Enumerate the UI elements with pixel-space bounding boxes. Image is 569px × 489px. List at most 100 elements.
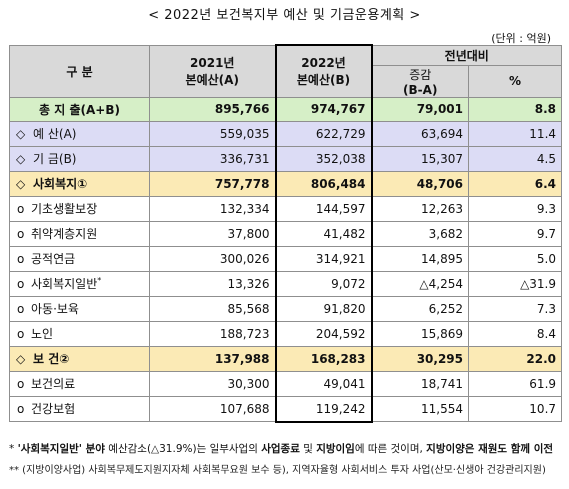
value-pct: 9.3 bbox=[467, 195, 563, 222]
table-row: o 공적연금 300,026 314,921 14,895 5.0 bbox=[9, 245, 563, 272]
value-diff: 14,895 bbox=[371, 245, 469, 272]
page-title: < 2022년 보건복지부 예산 및 기금운용계획 > bbox=[148, 8, 421, 23]
value-diff: △4,254 bbox=[371, 270, 469, 297]
header-diff-sub: (B-A) bbox=[403, 82, 438, 97]
table-row: o 사회복지일반* 13,326 9,072 △4,254 △31.9 bbox=[9, 270, 563, 297]
bullet-icon: o bbox=[17, 227, 25, 241]
value-pct: 7.3 bbox=[467, 295, 563, 322]
footnote-1-tail: 에 따른 것이며, bbox=[354, 443, 427, 455]
value-diff: 12,263 bbox=[371, 195, 469, 222]
value-pct: 8.4 bbox=[467, 320, 563, 347]
row-label-text: 예 산(A) bbox=[33, 127, 77, 141]
diamond-icon: ◇ bbox=[16, 177, 26, 191]
header-2022-sub: 본예산(B) bbox=[296, 73, 351, 88]
unit-label: (단위 : 억원) bbox=[491, 32, 551, 45]
footnote-1-bold2: 지방이임 bbox=[316, 443, 355, 455]
row-label: o 공적연금 bbox=[9, 245, 150, 272]
value-diff: 6,252 bbox=[371, 295, 469, 322]
row-label: 총 지 출(A+B) bbox=[9, 96, 150, 122]
header-yoy: 전년대비 bbox=[370, 44, 563, 66]
table-row: ◇ 예 산(A) 559,035 622,729 63,694 11.4 bbox=[9, 120, 563, 147]
value-diff: 63,694 bbox=[371, 120, 469, 147]
footnote-1-and: 및 bbox=[299, 443, 317, 455]
row-label: ◇ 보 건② bbox=[9, 345, 150, 372]
value-2021: 13,326 bbox=[149, 270, 276, 297]
value-2022: 49,041 bbox=[274, 370, 373, 397]
value-diff: 3,682 bbox=[371, 220, 469, 247]
budget-table: 구 분 2021년 본예산(A) 2022년 본예산(B) 전년대비 증감 (B… bbox=[9, 44, 563, 423]
value-diff: 79,001 bbox=[371, 96, 469, 122]
value-2021: 336,731 bbox=[149, 145, 276, 172]
footnote-1-bold1: 사업종료 bbox=[261, 443, 300, 455]
row-label-text: 총 지 출(A+B) bbox=[39, 102, 120, 117]
row-label-text: 사회복지① bbox=[33, 177, 88, 191]
table-row: o 취약계층지원 37,800 41,482 3,682 9.7 bbox=[9, 220, 563, 247]
table-row: o 아동·보육 85,568 91,820 6,252 7.3 bbox=[9, 295, 563, 322]
table-row: ◇ 사회복지① 757,778 806,484 48,706 6.4 bbox=[9, 170, 563, 197]
value-2021: 132,334 bbox=[149, 195, 276, 222]
row-label-text: 사회복지일반 bbox=[31, 277, 98, 291]
value-pct: 6.4 bbox=[467, 170, 563, 197]
diamond-icon: ◇ bbox=[16, 127, 26, 141]
row-label-text: 노인 bbox=[31, 327, 54, 341]
row-label-text: 기초생활보장 bbox=[31, 202, 98, 216]
value-pct: 8.8 bbox=[467, 96, 563, 122]
value-2022: 119,242 bbox=[274, 395, 373, 423]
footnote-1: * '사회복지일반' 분야 예산감소(△31.9%)는 일부사업의 사업종료 및… bbox=[9, 441, 553, 456]
bullet-icon: o bbox=[17, 302, 25, 316]
bullet-icon: o bbox=[17, 377, 25, 391]
value-2021: 107,688 bbox=[149, 395, 276, 422]
value-diff: 48,706 bbox=[371, 170, 469, 197]
value-pct: 10.7 bbox=[467, 395, 563, 422]
header-2021-sub: 본예산(A) bbox=[185, 73, 239, 87]
value-2022: 9,072 bbox=[274, 270, 373, 297]
value-2022: 144,597 bbox=[274, 195, 373, 222]
row-label: ◇ 예 산(A) bbox=[9, 120, 150, 147]
value-2022: 806,484 bbox=[274, 170, 373, 197]
value-diff: 30,295 bbox=[371, 345, 469, 372]
value-2021: 188,723 bbox=[149, 320, 276, 347]
bullet-icon: o bbox=[17, 277, 25, 291]
table-row: ◇ 기 금(B) 336,731 352,038 15,307 4.5 bbox=[9, 145, 563, 172]
footnote-2: ** (지방이양사업) 사회복무제도지원지자체 사회복무요원 보수 등), 지역… bbox=[9, 465, 546, 476]
row-label-text: 기 금(B) bbox=[33, 152, 77, 166]
table-row: o 기초생활보장 132,334 144,597 12,263 9.3 bbox=[9, 195, 563, 222]
value-pct: 4.5 bbox=[467, 145, 563, 172]
header-category: 구 분 bbox=[9, 44, 150, 98]
value-2022: 168,283 bbox=[274, 345, 373, 372]
value-diff: 18,741 bbox=[371, 370, 469, 397]
value-pct: 11.4 bbox=[467, 120, 563, 147]
bullet-icon: o bbox=[17, 202, 25, 216]
value-2021: 137,988 bbox=[149, 345, 276, 372]
row-label: o 아동·보육 bbox=[9, 295, 150, 322]
row-label: o 노인 bbox=[9, 320, 150, 347]
header-pct: % bbox=[467, 64, 563, 98]
row-label: ◇ 기 금(B) bbox=[9, 145, 150, 172]
table-row: 총 지 출(A+B) 895,766 974,767 79,001 8.8 bbox=[9, 96, 563, 122]
header-2022: 2022년 본예산(B) bbox=[274, 44, 373, 98]
header-2021-year: 2021년 bbox=[190, 56, 235, 70]
table-row: ◇ 보 건② 137,988 168,283 30,295 22.0 bbox=[9, 345, 563, 372]
row-label: o 건강보험 bbox=[9, 395, 150, 422]
footnote-1-bold3: 지방이양은 재원도 함께 이전 bbox=[426, 443, 554, 455]
footnote-1-text: 예산감소(△31.9%)는 일부사업의 bbox=[104, 443, 262, 455]
row-label-text: 보건의료 bbox=[31, 377, 76, 391]
footnote-mark: * bbox=[97, 276, 102, 285]
value-diff: 15,307 bbox=[371, 145, 469, 172]
value-2021: 757,778 bbox=[149, 170, 276, 197]
table-row: o 건강보험 107,688 119,242 11,554 10.7 bbox=[9, 395, 563, 423]
value-2021: 300,026 bbox=[149, 245, 276, 272]
header-2021: 2021년 본예산(A) bbox=[149, 44, 276, 98]
row-label-text: 취약계층지원 bbox=[31, 227, 98, 241]
value-2022: 974,767 bbox=[274, 96, 373, 122]
value-diff: 15,869 bbox=[371, 320, 469, 347]
value-2021: 559,035 bbox=[149, 120, 276, 147]
row-label-text: 공적연금 bbox=[31, 252, 76, 266]
value-2021: 30,300 bbox=[149, 370, 276, 397]
diamond-icon: ◇ bbox=[16, 152, 26, 166]
table-row: o 보건의료 30,300 49,041 18,741 61.9 bbox=[9, 370, 563, 397]
row-label: ◇ 사회복지① bbox=[9, 170, 150, 197]
row-label-text: 건강보험 bbox=[31, 402, 76, 417]
value-2021: 37,800 bbox=[149, 220, 276, 247]
value-2022: 204,592 bbox=[274, 320, 373, 347]
